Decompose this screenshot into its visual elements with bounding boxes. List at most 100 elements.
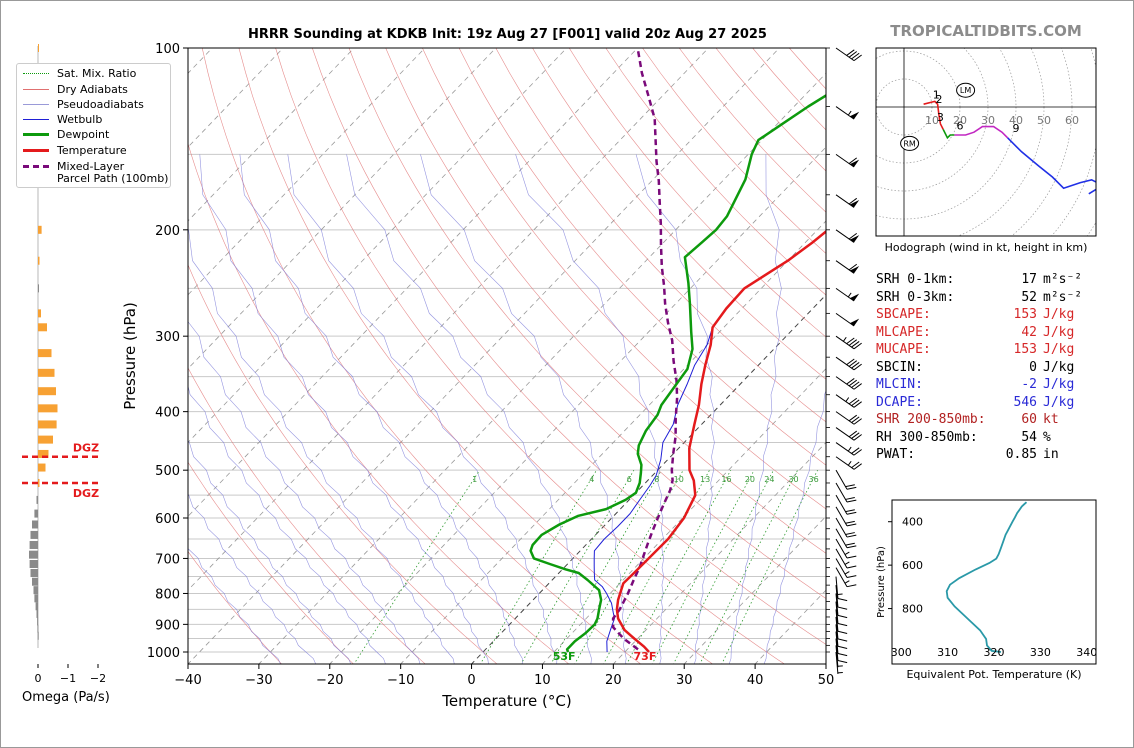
pseudoadiabat — [420, 154, 627, 664]
rm-marker — [900, 135, 920, 151]
dry-adiabat — [188, 264, 498, 664]
dgz-label: DGZ — [73, 487, 99, 500]
wind-barb — [826, 456, 862, 470]
wind-barb — [826, 616, 848, 642]
omega-bar — [38, 463, 46, 472]
wind-barb — [826, 506, 857, 527]
stat-value: 54 — [1021, 429, 1037, 445]
omega-bar — [38, 256, 40, 265]
x-tick-label: 0 — [467, 673, 475, 688]
stat-unit: J/kg — [1043, 342, 1075, 357]
omega-bar — [36, 495, 38, 504]
stat-label: SBCIN: — [876, 359, 923, 375]
hodo-ring-label: 50 — [1037, 114, 1051, 127]
stat-value: 153 — [1013, 307, 1037, 322]
pseudoadiabat — [188, 384, 386, 664]
stat-unit: kt — [1043, 412, 1059, 427]
legend-label: Parcel Path (100mb) — [57, 171, 169, 185]
pseudoadiabat — [635, 154, 715, 664]
y-tick-label: 300 — [155, 330, 180, 345]
series-dewpoint — [529, 94, 826, 653]
omega-bar — [33, 586, 38, 595]
pseudoadiabat — [188, 440, 352, 664]
stat-label: RH 300-850mb: — [876, 429, 978, 445]
brand-watermark: TROPICALTIDBITS.COM — [890, 22, 1082, 40]
legend-label: Temperature — [57, 143, 127, 157]
series-temperature — [615, 229, 826, 653]
wind-barb — [826, 631, 848, 657]
isotherm-line — [188, 48, 426, 296]
y-tick-label: 100 — [155, 42, 180, 57]
hodo-height-label: 6 — [957, 119, 964, 132]
hodo-ring-label: 60 — [1065, 114, 1079, 127]
wind-barb — [826, 558, 857, 578]
wind-barb — [826, 229, 860, 243]
stat-unit: J/kg — [1043, 359, 1075, 375]
dry-adiabat — [188, 142, 570, 664]
omega-bar — [38, 478, 40, 487]
wind-barb — [826, 651, 843, 674]
series-mixed-layer-parcel-path-100mb- — [611, 48, 679, 651]
rm-label: RM — [903, 139, 916, 148]
legend-label: Pseudoadiabats — [57, 97, 144, 111]
wind-barb — [826, 356, 862, 371]
stat-unit: J/kg — [1043, 394, 1075, 410]
isotherm-line — [188, 48, 709, 591]
legend-swatch — [23, 72, 49, 74]
pseudoadiabat — [346, 154, 592, 664]
legend-entry: Parcel Path (100mb) — [23, 171, 168, 185]
stat-row: DCAPE: 546 J/kg — [876, 395, 1096, 413]
dry-adiabat — [201, 48, 642, 664]
wind-barb — [826, 376, 862, 390]
hodo-trace-3-6km — [942, 129, 955, 140]
legend-entry: Wetbulb — [23, 112, 102, 126]
mixing-ratio-label: 8 — [654, 475, 659, 484]
wind-barb — [826, 584, 848, 610]
stat-row: RH 300-850mb: 54% — [876, 430, 1096, 448]
omega-bar — [38, 420, 57, 429]
theta-e-y-label: Pressure (hPa) — [876, 546, 887, 618]
wind-barb — [826, 106, 860, 120]
omega-tick-label: −2 — [90, 672, 106, 685]
pseudoadiabat — [515, 154, 665, 664]
stat-value: 153 — [1013, 342, 1037, 357]
pseudoadiabat — [763, 389, 826, 664]
dry-adiabat — [188, 461, 354, 664]
mixing-ratio-line — [699, 470, 798, 664]
x-tick-label: 20 — [605, 673, 622, 688]
stat-unit: J/kg — [1043, 307, 1075, 322]
y-tick-label: 600 — [155, 512, 180, 527]
hodo-ring-label: 10 — [925, 114, 939, 127]
y-tick-label: 1000 — [147, 646, 180, 661]
y-tick-label: 400 — [155, 406, 180, 421]
y-tick-label: 700 — [155, 552, 180, 567]
hodograph: 10 20 30 40 50 60 12 36 9 LM RM — [875, 47, 1097, 237]
stat-unit: % — [1043, 429, 1051, 445]
y-tick-label: 800 — [155, 587, 180, 602]
theta-e-y-tick-label: 800 — [902, 603, 923, 616]
legend-swatch — [23, 148, 49, 152]
x-tick-label: 10 — [534, 673, 551, 688]
stat-row: MUCAPE: 153 J/kg — [876, 342, 1096, 360]
wind-barb — [826, 576, 848, 602]
wind-barb — [826, 548, 857, 569]
y-tick-label: 500 — [155, 464, 180, 479]
dry-adiabat — [568, 48, 826, 338]
omega-bar — [36, 609, 38, 618]
wind-barb — [826, 335, 862, 350]
x-tick-label: 50 — [818, 673, 835, 688]
mixing-ratio-label: 16 — [721, 475, 731, 484]
mixing-ratio-line — [479, 469, 597, 664]
theta-e-x-tick-label: 300 — [891, 646, 912, 659]
omega-bar — [38, 449, 49, 458]
legend-swatch — [23, 118, 49, 120]
wind-barb — [826, 517, 857, 538]
y-axis-label: Pressure (hPa) — [121, 302, 139, 410]
dry-adiabat — [188, 367, 426, 664]
dry-adiabat — [495, 48, 826, 423]
stat-row: SRH 0-3km: 52 m²s⁻² — [876, 290, 1096, 308]
isotherm-line — [188, 48, 638, 517]
omega-bar — [34, 509, 38, 518]
wind-barb — [826, 47, 862, 62]
omega-bar — [38, 435, 53, 444]
